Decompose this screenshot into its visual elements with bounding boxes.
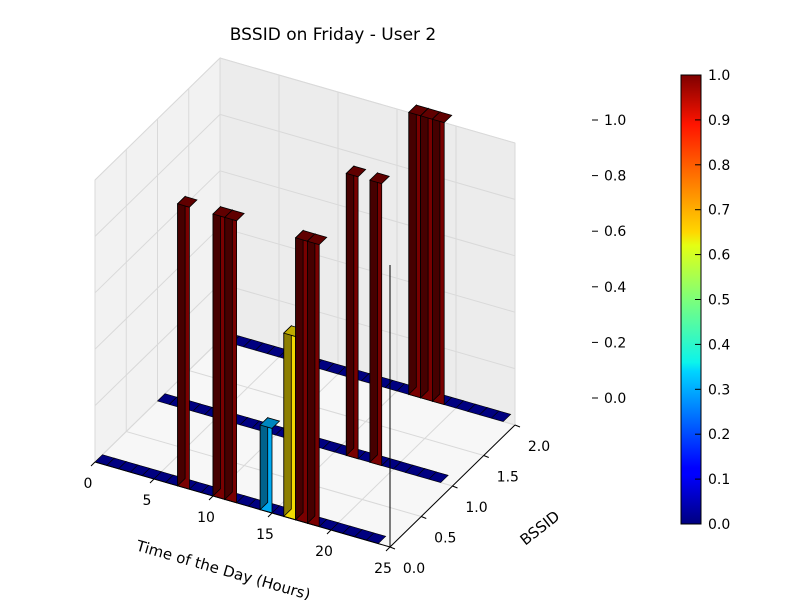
z-tick-label: 0.0: [604, 391, 626, 407]
y-tick-label: 0.5: [434, 531, 456, 547]
y-tick-mark: [421, 516, 427, 519]
bars-layer: [176, 104, 453, 528]
colorbar-tick-label: 1.0: [708, 68, 730, 84]
z-tick-label: 0.2: [604, 335, 626, 351]
x-tick-mark: [149, 478, 155, 484]
y-tick-mark: [389, 546, 396, 550]
z-grid-back: [219, 57, 516, 144]
colorbar-tick-label: 0.2: [708, 427, 730, 443]
z-tick-label: 1.0: [604, 113, 626, 129]
z-grid-back: [219, 283, 516, 370]
bar-side-face: [177, 195, 186, 487]
bar-side-face: [408, 104, 417, 396]
bar: [419, 107, 441, 402]
y-tick-mark: [514, 424, 521, 428]
colorbar-tick-label: 0.9: [708, 113, 730, 129]
y-tick-label: 0.0: [403, 561, 425, 577]
x-tick-mark: [326, 529, 332, 535]
y-tick-label: 1.5: [497, 470, 519, 486]
bar: [306, 232, 328, 528]
bar: [345, 165, 367, 460]
bar-top-face: [431, 111, 453, 124]
z-grid-left: [94, 283, 221, 406]
y-tick-label: 1.0: [465, 500, 487, 516]
z-grid-left: [94, 226, 221, 350]
bar-side-face: [420, 107, 429, 399]
bar-side-face: [283, 324, 292, 518]
bar-side-face: [345, 165, 355, 457]
x-axis-label: Time of the Day (Hours): [133, 536, 312, 600]
bar: [259, 416, 281, 514]
colorbar-tick-label: 0.7: [708, 203, 730, 219]
bar: [212, 205, 234, 500]
y-grid-floor: [126, 431, 422, 517]
colorbar: 0.0 0.1 0.2 0.3 0.4 0.5 0.6 0.7 0.8 0.9 1.0: [680, 68, 730, 533]
colorbar-ticks: 0.0 0.1 0.2 0.3 0.4 0.5 0.6 0.7 0.8 0.9 1.0: [695, 68, 730, 533]
zero-bar: [490, 410, 512, 422]
bar-side-face: [224, 209, 233, 501]
bar: [408, 104, 429, 399]
colorbar-tick-label: 0.4: [708, 337, 730, 353]
z-tick-label: 0.6: [604, 224, 626, 240]
x-tick-label: 5: [143, 493, 152, 509]
z-grid-left: [94, 114, 221, 237]
z-tick-label: 0.4: [604, 280, 626, 296]
colorbar-tick-label: 0.6: [708, 248, 730, 264]
bar-top-face: [224, 209, 245, 222]
z-grid-back: [219, 113, 516, 200]
bar: [176, 195, 198, 490]
bar-side-face: [431, 110, 441, 403]
bar-side-face: [212, 205, 221, 497]
x-tick-label: 20: [315, 544, 333, 560]
bar-top-face: [176, 196, 198, 208]
colorbar-tick-label: 0.3: [708, 382, 730, 398]
bar-side-face: [369, 171, 378, 464]
colorbar-tick-label: 0.8: [708, 158, 730, 174]
x-tick-label: 10: [197, 510, 215, 526]
x-axis-line: [94, 461, 391, 548]
z-grid-left: [94, 57, 221, 181]
bar-top-face: [369, 172, 390, 185]
y-grid-floor: [188, 370, 484, 456]
z-tick-label: 0.8: [604, 169, 626, 185]
z-grid-left: [94, 170, 221, 294]
y-axis-label: BSSID: [517, 507, 564, 549]
bar: [369, 171, 390, 467]
bar: [224, 209, 245, 504]
bar-side-face: [295, 229, 304, 521]
bar-top-face: [259, 417, 281, 429]
x-tick-mark: [208, 495, 214, 501]
y-tick-mark: [452, 485, 458, 489]
z-grid-back: [219, 170, 516, 257]
x-tick-label: 15: [256, 527, 274, 543]
zero-bar: [428, 471, 449, 483]
colorbar-tick-label: 0.1: [708, 472, 730, 488]
z-grid-back: [219, 226, 516, 313]
bar-top-face: [345, 165, 367, 178]
x-tick-label: 0: [84, 476, 93, 492]
colorbar-tick-label: 0.0: [708, 517, 730, 533]
tick-labels: 0 5 10 15 20 25 0.0 0.5 1.0 1.5 2.0 0.0 0.2 0.4 0.6 0.8…: [84, 113, 627, 577]
bar: [294, 229, 316, 524]
bar-top-face: [306, 233, 328, 246]
bar: [431, 110, 453, 406]
bar-side-face: [306, 232, 316, 525]
colorbar-tick-label: 0.5: [708, 293, 730, 309]
x-tick-mark: [267, 512, 273, 518]
chart-title: BSSID on Friday - User 2: [230, 25, 436, 45]
x-tick-mark: [385, 546, 391, 552]
y-tick-label: 2.0: [528, 439, 550, 455]
y-tick-mark: [483, 455, 489, 458]
bar-side-face: [259, 416, 269, 511]
x-tick-label: 25: [374, 561, 392, 577]
x-tick-mark: [90, 461, 96, 467]
